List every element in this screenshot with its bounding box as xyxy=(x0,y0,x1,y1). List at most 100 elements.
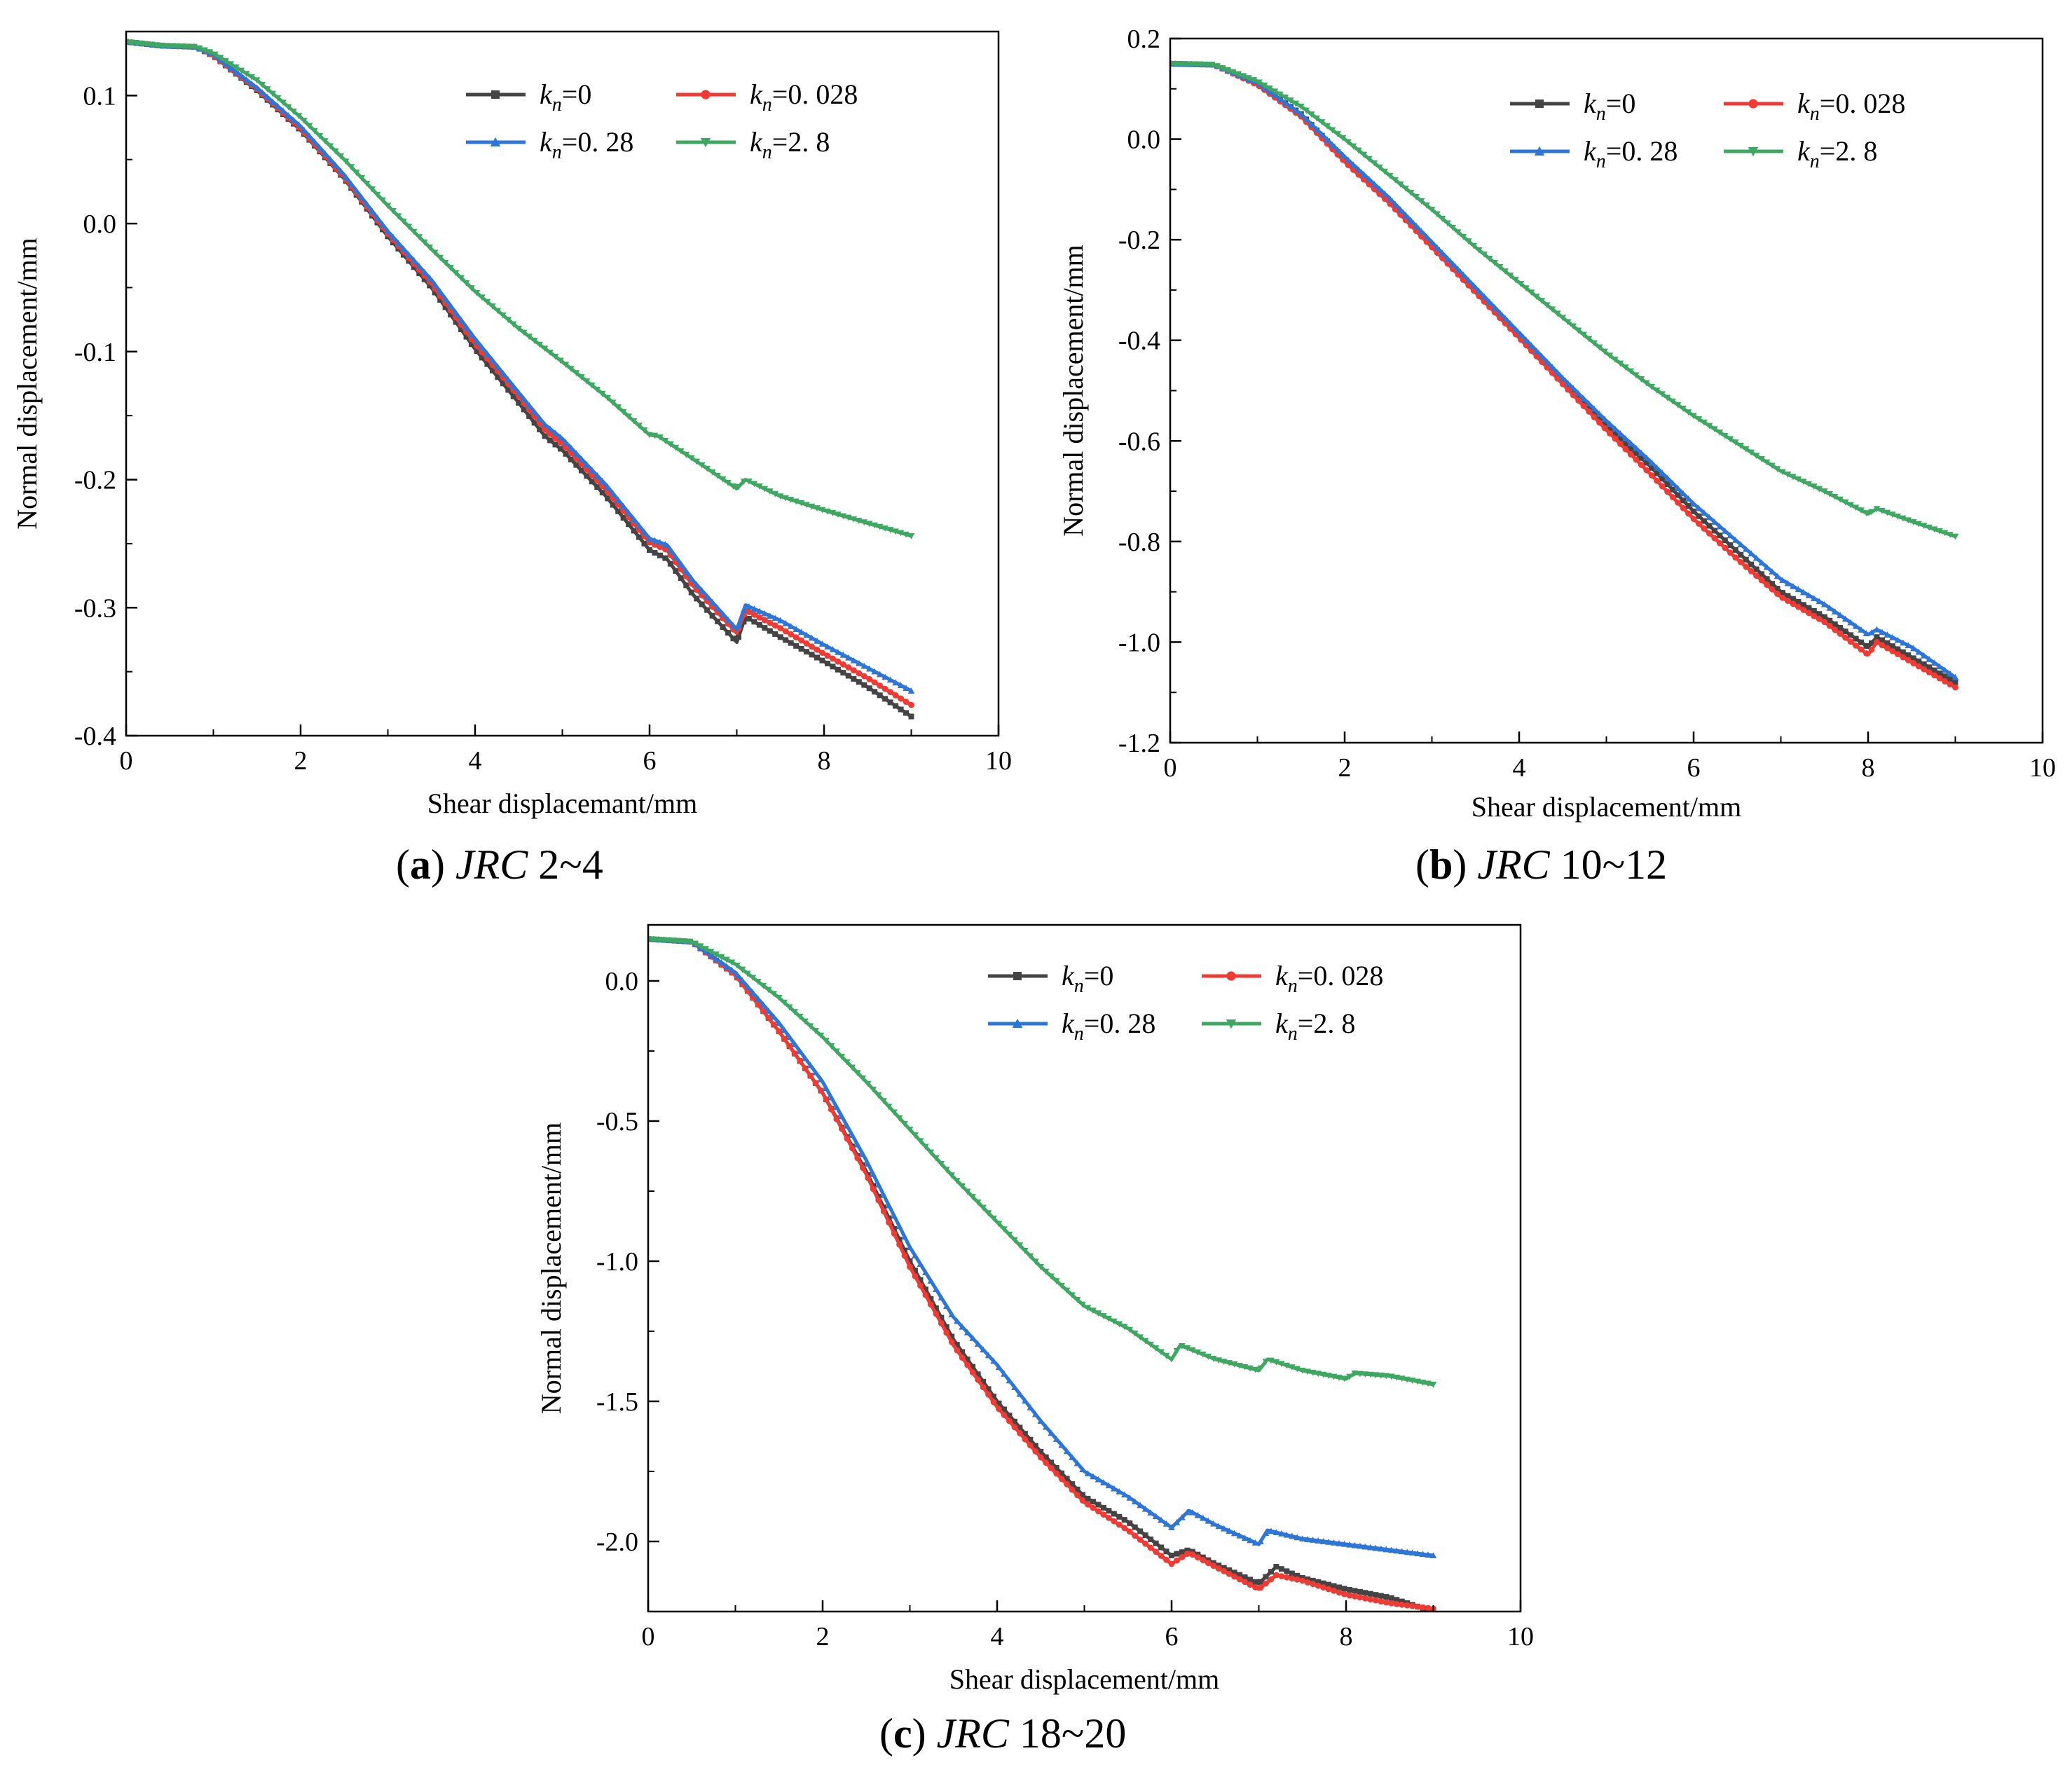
marker-triangle-up xyxy=(1100,1479,1107,1485)
marker-triangle-down xyxy=(1393,1374,1401,1381)
marker-triangle-down xyxy=(373,191,381,198)
marker-triangle-down xyxy=(749,975,757,981)
marker-triangle-down xyxy=(817,1032,825,1039)
marker-circle xyxy=(1361,1595,1368,1602)
marker-triangle-up xyxy=(447,302,454,309)
marker-triangle-up xyxy=(707,952,715,959)
marker-square xyxy=(735,634,741,640)
marker-triangle-down xyxy=(782,495,790,502)
marker-circle xyxy=(959,1354,966,1361)
marker-square xyxy=(907,1258,913,1264)
marker-triangle-down xyxy=(1330,1373,1338,1380)
marker-square xyxy=(1790,596,1796,602)
marker-triangle-up xyxy=(906,1244,914,1250)
marker-triangle-up xyxy=(411,256,418,263)
marker-triangle-down xyxy=(509,321,517,328)
marker-triangle-down xyxy=(1596,344,1603,351)
marker-circle xyxy=(807,1072,814,1079)
marker-triangle-up xyxy=(594,472,601,479)
marker-triangle-up xyxy=(896,1223,903,1230)
marker-triangle-up xyxy=(1147,1509,1154,1516)
marker-triangle-down xyxy=(227,61,235,68)
marker-triangle-up xyxy=(871,668,879,675)
legend-item: kn=2. 8 xyxy=(1724,135,1877,172)
marker-circle xyxy=(1722,544,1729,551)
marker-circle xyxy=(996,1406,1002,1413)
marker-triangle-up xyxy=(327,156,334,163)
marker-circle xyxy=(1737,558,1744,565)
marker-triangle-up xyxy=(500,369,507,376)
marker-triangle-up xyxy=(1418,228,1425,235)
marker-square xyxy=(1795,599,1802,605)
marker-triangle-down xyxy=(1847,502,1854,509)
marker-square xyxy=(1132,1524,1138,1530)
marker-triangle-down xyxy=(1413,193,1420,200)
marker-circle xyxy=(1601,425,1608,432)
marker-triangle-up xyxy=(892,679,899,686)
marker-triangle-up xyxy=(865,665,873,672)
marker-circle xyxy=(1315,1582,1322,1589)
marker-circle xyxy=(1158,1553,1165,1559)
marker-triangle-up xyxy=(750,605,758,612)
marker-circle xyxy=(765,1015,772,1022)
marker-triangle-down xyxy=(1784,471,1792,478)
marker-triangle-up xyxy=(1392,200,1399,207)
marker-triangle-down xyxy=(1820,488,1828,495)
marker-circle xyxy=(823,1096,830,1103)
legend-subscript: n xyxy=(1288,975,1298,997)
series-line xyxy=(648,937,1434,1611)
marker-circle xyxy=(1310,1581,1317,1588)
marker-circle xyxy=(1336,1589,1343,1596)
marker-triangle-down xyxy=(1372,1372,1380,1379)
marker-triangle-down xyxy=(1606,352,1614,359)
marker-triangle-down xyxy=(803,502,810,509)
marker-square xyxy=(437,296,444,303)
marker-square xyxy=(1111,1511,1117,1517)
marker-triangle-down xyxy=(1182,61,1190,68)
marker-triangle-up xyxy=(756,607,763,614)
marker-square xyxy=(1785,593,1791,599)
marker-circle xyxy=(1889,647,1896,654)
marker-triangle-up xyxy=(728,966,736,973)
marker-triangle-up xyxy=(1784,579,1792,586)
marker-triangle-up xyxy=(1336,1539,1343,1546)
y-tick-label: -2.0 xyxy=(596,1527,638,1557)
marker-square xyxy=(1575,394,1582,400)
marker-triangle-up xyxy=(479,344,486,350)
marker-triangle-up xyxy=(1372,1544,1380,1551)
marker-triangle-down xyxy=(1633,372,1640,379)
legend-subscript: n xyxy=(1596,151,1606,172)
marker-triangle-down xyxy=(697,943,704,950)
marker-circle xyxy=(880,1208,887,1215)
marker-triangle-up xyxy=(483,350,491,357)
marker-triangle-up xyxy=(1470,282,1478,289)
marker-circle xyxy=(756,614,763,621)
marker-triangle-down xyxy=(1428,207,1436,213)
marker-triangle-down xyxy=(886,527,894,533)
marker-triangle-down xyxy=(1512,277,1519,283)
marker-triangle-down xyxy=(735,483,742,490)
legend-value: =2. 8 xyxy=(1298,1008,1356,1039)
marker-triangle-up xyxy=(1031,1410,1039,1417)
marker-triangle-down xyxy=(1256,79,1263,86)
marker-circle xyxy=(788,631,795,638)
marker-triangle-down xyxy=(1685,409,1692,416)
legend-item: kn=0. 28 xyxy=(988,1008,1155,1045)
marker-circle xyxy=(819,650,825,656)
series-line xyxy=(126,40,912,538)
marker-triangle-down xyxy=(796,1013,804,1020)
marker-triangle-down xyxy=(1367,1371,1374,1378)
marker-triangle-up xyxy=(719,610,727,617)
marker-square xyxy=(1628,445,1634,451)
marker-circle xyxy=(812,1080,819,1087)
marker-triangle-down xyxy=(1528,289,1535,296)
marker-triangle-up xyxy=(1669,479,1676,486)
marker-circle xyxy=(903,699,910,705)
marker-triangle-down xyxy=(1387,1373,1395,1380)
marker-triangle-down xyxy=(901,1120,908,1127)
marker-triangle-up xyxy=(849,1132,856,1139)
marker-triangle-down xyxy=(1203,62,1211,68)
marker-triangle-down xyxy=(1481,251,1488,258)
marker-square xyxy=(1394,1597,1400,1603)
